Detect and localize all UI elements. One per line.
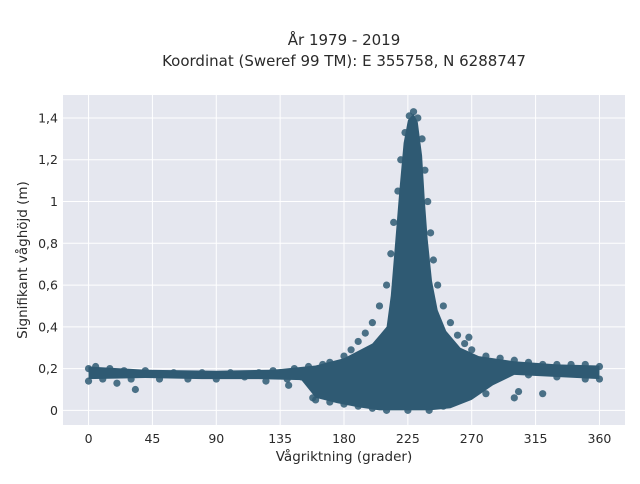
scatter-point xyxy=(424,197,432,206)
y-tick-label: 1 xyxy=(50,194,58,209)
y-tick-label: 0,4 xyxy=(38,319,58,334)
scatter-point xyxy=(482,390,490,398)
y-tick-label: 0,8 xyxy=(38,236,58,251)
scatter-point xyxy=(468,346,476,354)
x-tick-label: 135 xyxy=(268,431,292,446)
scatter-point xyxy=(113,379,121,387)
y-tick-label: 0 xyxy=(50,403,58,418)
y-tick-label: 0,2 xyxy=(38,361,58,376)
scatter-point xyxy=(418,135,426,143)
scatter-point xyxy=(514,387,523,396)
scatter-point xyxy=(439,302,447,310)
chart-subtitle: Koordinat (Sweref 99 TM): E 355758, N 62… xyxy=(162,52,526,70)
x-axis-ticks: 0 45 90 135 180 225 270 315 360 xyxy=(85,431,612,446)
scatter-point xyxy=(465,333,473,341)
x-tick-label: 315 xyxy=(524,431,548,446)
scatter-point xyxy=(461,339,469,348)
x-axis-title: Vågriktning (grader) xyxy=(276,448,413,465)
x-tick-label: 180 xyxy=(332,431,356,446)
y-tick-label: 1,2 xyxy=(38,152,58,167)
scatter-point xyxy=(354,337,362,346)
scatter-point xyxy=(539,390,547,398)
x-tick-label: 270 xyxy=(460,431,484,446)
scatter-point xyxy=(347,346,355,354)
scatter-point xyxy=(434,281,442,289)
scatter-point xyxy=(409,108,418,116)
scatter-point xyxy=(453,331,462,339)
y-axis-title: Signifikant våghöjd (m) xyxy=(14,181,31,339)
y-tick-label: 1,4 xyxy=(38,110,58,125)
x-tick-label: 360 xyxy=(588,431,612,446)
scatter-point xyxy=(510,394,518,402)
scatter-point xyxy=(262,377,270,385)
scatter-point xyxy=(285,381,293,389)
x-tick-label: 0 xyxy=(85,431,93,446)
y-axis-ticks: 0 0,2 0,4 0,6 0,8 1 1,2 1,4 xyxy=(38,110,58,417)
scatter-point xyxy=(382,281,391,289)
scatter-point xyxy=(446,319,455,327)
chart-title: År 1979 - 2019 xyxy=(288,30,401,49)
x-tick-label: 45 xyxy=(144,431,160,446)
scatter-point xyxy=(368,319,376,327)
scatter-point xyxy=(390,218,398,227)
x-tick-label: 90 xyxy=(208,431,224,446)
y-tick-label: 0,6 xyxy=(38,278,58,293)
scatter-point xyxy=(375,302,384,310)
scatter-point xyxy=(131,385,139,394)
scatter-point xyxy=(84,377,93,385)
scatter-point xyxy=(429,256,438,264)
scatter-point xyxy=(387,250,395,258)
x-tick-label: 225 xyxy=(396,431,420,446)
scatter-point xyxy=(361,329,369,337)
scatter-point xyxy=(426,229,435,237)
